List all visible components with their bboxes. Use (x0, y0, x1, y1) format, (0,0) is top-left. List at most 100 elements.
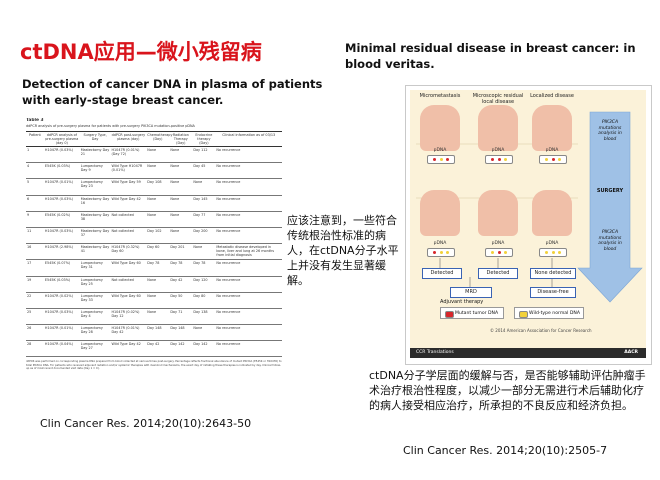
table-cell: Day 42 (146, 340, 170, 358)
table-cell: No recurrence (215, 178, 282, 196)
down-arrow-shape (577, 111, 643, 303)
table-cell: Day 80 (192, 291, 216, 309)
blood-tube (485, 248, 513, 257)
note-right: ctDNA分子学层面的缓解与否，是否能够辅助评估肿瘤手术治疗根治性程度，以减少一… (369, 369, 646, 412)
table-3-image: Table 3 ddPCR analysis of pre-surgery pl… (26, 118, 282, 402)
citation-left: Clin Cancer Res. 2014;20(10):2643-50 (40, 417, 252, 430)
table-cell: No recurrence (215, 275, 282, 293)
table-row: 22 H1047R (0.02%) Lumpectomy Day 33 Wild Ty… (26, 291, 282, 309)
table-cell: H1047R (0.03%) (43, 145, 80, 164)
table-cell: H1047R (0.01%) (43, 324, 80, 342)
table-cell: Lumpectomy Day 4 (79, 307, 111, 326)
table-row: 9 E545K (0.02%) Mastectomy Day 38 Not colle… (26, 210, 282, 228)
table-cell: Lumpectomy Day 23 (79, 178, 111, 196)
table-cell: Lumpectomy Day 27 (79, 340, 111, 358)
table-row: 25 H1047R (0.03%) Lumpectomy Day 4 H1047R (… (26, 307, 282, 326)
table-cell: None (169, 178, 193, 196)
table-cell: 9 (26, 210, 44, 228)
table-cell: E545K (0.02%) (43, 210, 80, 228)
pdna-label: pDNA (433, 148, 447, 153)
mutant-swatch-icon (445, 311, 454, 318)
torso-figure (478, 190, 518, 236)
legend-mutant: Mutant tumor DNA (440, 307, 504, 319)
table-cell: No recurrence (215, 194, 282, 212)
table-cell: Mastectomy Day 41 (79, 243, 111, 261)
table-cell: Metastatic disease developed in bone, li… (215, 243, 282, 261)
table-cell: Day 50 (169, 291, 193, 309)
table-cell: H1047R (0.32%) Day 60 (110, 243, 147, 261)
table-cell: No recurrence (215, 145, 282, 164)
box-mrd: MRD (450, 287, 492, 298)
adjuvant-label: Adjuvant therapy (440, 299, 484, 305)
table-row: 28 H1047R (0.04%) Lumpectomy Day 27 Wild Ty… (26, 340, 282, 358)
blood-tube (427, 248, 455, 257)
table-row: 19 E545K (0.03%) Lumpectomy Day 25 Not coll… (26, 275, 282, 293)
table-cell: No recurrence (215, 340, 282, 358)
table-cell: None (192, 324, 216, 342)
paper-title-left: Detection of cancer DNA in plasma of pat… (22, 77, 323, 107)
table-cell: Not collected (110, 275, 147, 293)
table-cell: Wild Type H1047R (0.01%) (110, 162, 147, 180)
pdna-label: pDNA (545, 148, 559, 153)
table-cell: H1047R (0.04%) (43, 340, 80, 358)
legend-mutant-label: Mutant tumor DNA (455, 311, 499, 316)
table-cell: H1047R (0.03%) (43, 226, 80, 245)
blood-tube (427, 155, 455, 164)
mrd-figure: Micrometastasis Microscopic residual loc… (405, 85, 652, 365)
table-cell: Not collected (110, 226, 147, 245)
table-cell: Lumpectomy Day 33 (79, 291, 111, 309)
table-row: 11 H1047R (0.03%) Mastectomy Day 37 Not col… (26, 226, 282, 245)
table-cell: Wild Type Day 42 (110, 194, 147, 212)
table-cell: Day 148 (146, 324, 170, 342)
table-cell: H1047R (0.02%) (43, 291, 80, 309)
table-cell: Lumpectomy Day 28 (79, 324, 111, 342)
table-header-cell: ddPCR analysis of pre-surgery plasma (da… (43, 131, 80, 147)
table-cell: E545K (0.03%) (43, 162, 80, 180)
table-header-cell: Endocrine therapy (Day) (192, 131, 216, 147)
table-cell: E545K (0.03%) (43, 275, 80, 293)
table-cell: None (169, 145, 193, 164)
data-table: Patient ddPCR analysis of pre-surgery pla… (26, 131, 282, 358)
table-cell: Mastectomy Day 37 (79, 226, 111, 245)
table-cell: Day 102 (146, 226, 170, 245)
torso-figure (420, 105, 460, 151)
table-cell: Lumpectomy Day 9 (79, 162, 111, 180)
slide-title: ctDNA应用—微小残留病 (20, 40, 262, 64)
table-cell: None (169, 194, 193, 212)
box-detected: Detected (422, 268, 462, 279)
table-cell: None (192, 178, 216, 196)
table-cell: H1047R (0.01%) (Day 72) (110, 145, 147, 164)
box-none-detected: None detected (530, 268, 576, 279)
arrow-label-bottom: PIK3CA mutations analysis in blood (598, 230, 622, 252)
column-head-3: Localized disease (530, 93, 574, 99)
table-cell: 22 (26, 291, 44, 309)
table-cell: Mastectomy Day 16 (79, 194, 111, 212)
table-cell: None (169, 162, 193, 180)
blood-tube (485, 155, 513, 164)
table-row: 4 E545K (0.03%) Lumpectomy Day 9 Wild Type … (26, 162, 282, 180)
table-cell: None (146, 145, 170, 164)
table-cell: 5 (26, 178, 44, 196)
table-cell: None (169, 226, 193, 245)
note-middle: 应该注意到，一些符合传统根治性标准的病人，在ctDNA分子水平上并没有发生显著缓… (287, 214, 399, 287)
table-header-row: Patient ddPCR analysis of pre-surgery pla… (26, 131, 282, 147)
table-cell: E545K (0.07%) (43, 259, 80, 277)
blood-tube (539, 248, 567, 257)
table-cell: 17 (26, 259, 44, 277)
column-head-1: Micrometastasis (419, 93, 461, 99)
table-cell: No recurrence (215, 210, 282, 228)
table-cell: Mastectomy Day 21 (79, 145, 111, 164)
table-header-cell: Clinical information as of 03/13 (215, 131, 282, 147)
table-cell: Day 108 (146, 178, 170, 196)
table-header-cell: Patient (26, 131, 44, 147)
torso-figure (532, 190, 572, 236)
table-cell: H1047R (0.01%) (43, 178, 80, 196)
table-cell: H1047R (0.02%) Day 12 (110, 307, 147, 326)
wild-swatch-icon (519, 311, 528, 318)
table-name: Table 3 (26, 118, 44, 123)
pdna-label: pDNA (545, 241, 559, 246)
table-row: 1 H1047R (0.03%) Mastectomy Day 21 H1047R (… (26, 145, 282, 164)
table-cell: 4 (26, 162, 44, 180)
table-cell: Mastectomy Day 38 (79, 210, 111, 228)
table-footnote: ddPCR was performed on corresponding pla… (26, 360, 282, 370)
